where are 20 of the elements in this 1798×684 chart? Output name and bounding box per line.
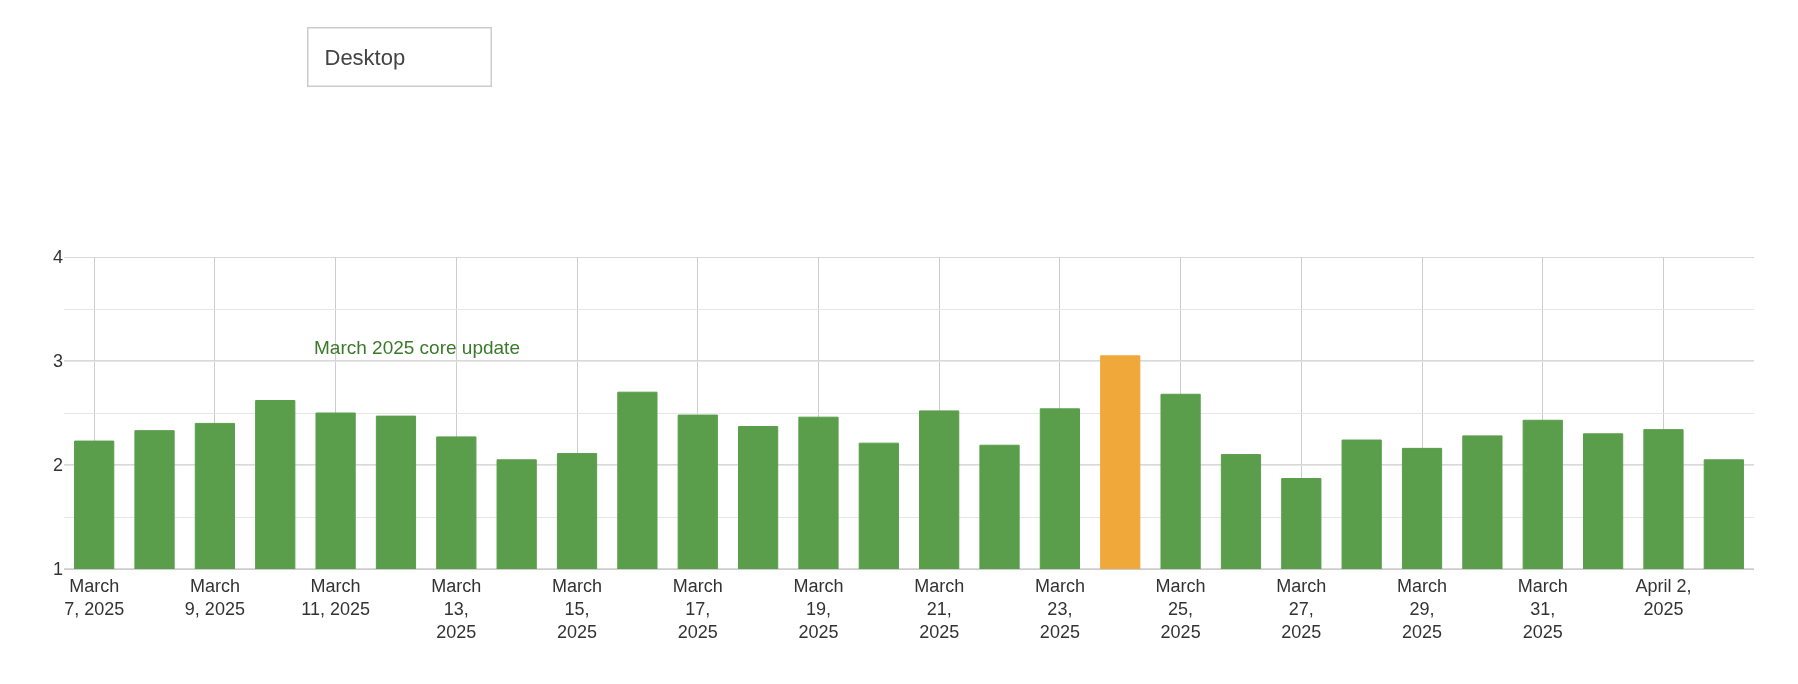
text: Desktop: [324, 44, 406, 70]
x-tick-label: March 7, 2025: [64, 575, 125, 619]
x-tick-label: March 11, 2025: [301, 575, 370, 619]
y-tick-label: 1: [52, 559, 63, 580]
y-tick-label: 2: [52, 455, 63, 476]
x-tick-label: April 2, 2025: [1635, 575, 1692, 619]
x-tick-label: March 23, 2025: [1034, 575, 1085, 643]
x-tick-label: March 17, 2025: [672, 575, 723, 643]
x-tick-label: March 21, 2025: [914, 575, 965, 643]
y-tick-label: 4: [52, 247, 63, 268]
y-tick-label: 3: [52, 351, 63, 372]
x-tick-label: March 13, 2025: [431, 575, 482, 643]
x-tick-label: March 25, 2025: [1155, 575, 1206, 643]
x-tick-label: March 15, 2025: [552, 575, 603, 643]
x-tick-label: March 27, 2025: [1276, 575, 1327, 643]
x-tick-label: March 9, 2025: [184, 575, 245, 619]
annotation: March 2025 core update: [314, 337, 520, 358]
x-tick-label: March 31, 2025: [1517, 575, 1568, 643]
x-tick-label: March 29, 2025: [1397, 575, 1448, 643]
x-tick-label: March 19, 2025: [793, 575, 844, 643]
